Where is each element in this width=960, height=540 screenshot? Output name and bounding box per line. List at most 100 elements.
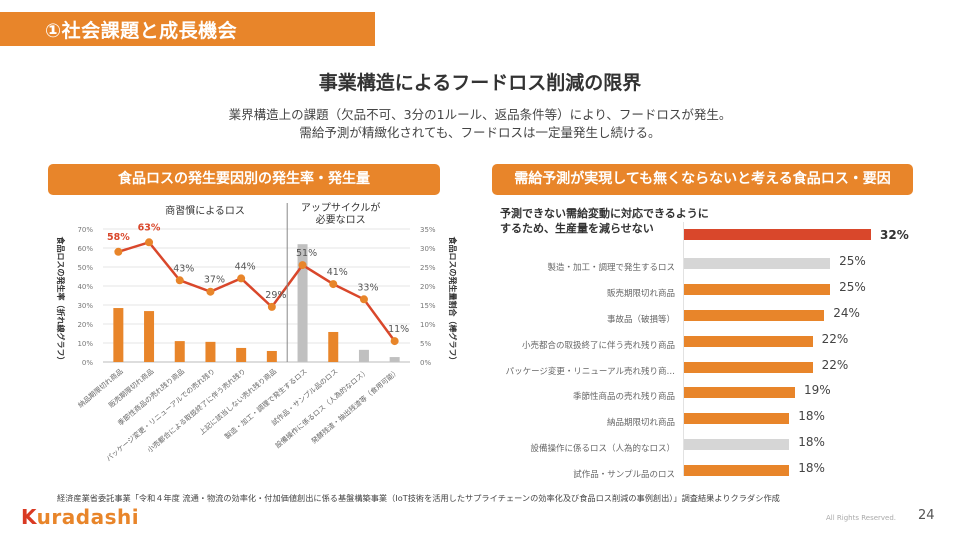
hbar-label-10: 試作品・サンプル品のロス [573,470,675,481]
y-tick-right: 5% [420,340,431,348]
section-title: ①社会課題と成長機会 [45,20,238,42]
source-footnote: 経済産業省委託事業「令和４年度 流通・物流の効率化・付加価値創出に係る基盤構築事… [57,493,780,503]
bar-7 [297,244,308,362]
hbar-top-item-label-line: 予測できない需給変動に対応できるように [500,207,709,220]
line-point-9 [359,295,368,304]
line-point-5 [237,274,246,283]
subtitle-line-2: 需給予測が精緻化されても、フードロスは一定量発生し続ける。 [299,125,661,140]
section-banner: ①社会課題と成長機会 [0,12,375,46]
line-label-2: 63% [138,222,161,233]
y-tick-left: 40% [77,283,93,291]
combo-xlabels: 納品期限切れ商品販売期限切れ商品季節性商品の売れ残り商品パッケージ変更・リニュー… [76,367,401,464]
line-point-2 [145,238,154,247]
hbar-label-8: 納品期限切れ商品 [606,418,675,429]
bar-5 [236,347,247,362]
hbar-label-2: 製造・加工・調理で発生するロス [547,262,675,273]
rights-text: All Rights Reserved. [826,514,897,522]
y-tick-left: 60% [77,245,93,253]
hbar-value-6: 22% [821,357,849,372]
line-point-8 [329,280,338,289]
hbar-bar-4 [684,309,825,321]
hbar-value-7: 19% [804,383,831,398]
group-label-upcycle: アップサイクルが [301,201,381,214]
hbar-top-item-label: 予測できない需給変動に対応できるように するため、生産量を減らせない [500,206,709,236]
hbar-bar-10 [684,465,790,477]
logo-k: K [21,505,37,529]
bar-3 [174,341,185,362]
x-label-4: パッケージ変更・リニューアルでの売れ残り [104,367,217,464]
bar-8 [328,331,339,362]
combo-chart: 58% 63% 43% 37% 44% 29% 51% 41% 33% 11% 0% 10% 20% 3… [56,201,458,464]
y-axis-title-right: 食品ロスの発生量割合（棒グラフ） [448,237,458,365]
hbar-bar-8 [684,413,790,425]
hbar-value-5: 22% [821,331,849,346]
hbar-label-5: 小売都合の取扱終了に伴う売れ残り商品 [521,340,675,351]
line-label-9: 33% [357,282,378,293]
bar-10 [389,357,400,362]
line-point-6 [267,302,276,311]
line-point-1 [114,247,123,256]
hbar-bar-3 [684,283,831,295]
line-point-10 [390,337,399,346]
y-axis-title-left: 食品ロスの発生率（折れ線グラフ） [56,237,66,365]
hbar-bar-6 [684,361,813,373]
bar-1 [113,308,124,362]
hbar-bar-1 [684,229,871,240]
hbar-top-item-label-line: するため、生産量を減らせない [500,222,654,235]
y-tick-right: 35% [420,226,436,234]
hbar-value-9: 18% [798,435,825,450]
hbar-value-1: 32% [880,228,909,242]
y-tick-right: 20% [420,283,436,291]
right-panel-header: 需給予測が実現しても無くならないと考える食品ロス・要因 [492,164,913,195]
hbar-value-8: 18% [798,409,825,424]
bar-9 [358,349,369,362]
logo-rest: uradashi [36,505,140,529]
y-tick-left: 30% [77,302,93,310]
y-tick-right: 0% [420,359,431,367]
hbar-bar-9 [684,439,790,451]
hbar-bar-2 [684,257,831,269]
y-tick-left: 0% [82,359,93,367]
combo-bars [113,244,400,362]
line-label-10: 11% [388,324,409,335]
hbar-axis [683,222,684,476]
bar-2 [144,311,155,362]
y-tick-right: 30% [420,245,436,253]
hbar-value-3: 25% [839,279,866,294]
y-tick-right: 10% [420,321,436,329]
line-label-7: 51% [296,248,317,259]
hbar-label-9: 設備操作に係るロス（人為的なロス） [530,444,675,455]
hbar-label-7: 季節性商品の売れ残り商品 [572,392,675,403]
group-label-trade-practice: 商習慣によるロス [165,204,245,217]
hbar-label-3: 販売期限切れ商品 [606,288,675,299]
hbar-value-10: 18% [798,461,825,476]
y-tick-left: 20% [77,321,93,329]
hbar-bar-5 [684,335,813,347]
kuradashi-logo: Kuradashi [21,505,139,529]
bar-6 [266,350,277,362]
group-label-upcycle: 必要なロス [316,213,366,226]
subtitle-line-1: 業界構造上の課題（欠品不可、3分の1ルール、返品条件等）により、フードロスが発生… [228,107,732,122]
hbar-label-6: パッケージ変更・リニューアル売れ残り商… [505,366,675,377]
y-tick-left: 10% [77,340,93,348]
hbar-label-4: 事故品（破損等） [606,314,675,325]
combo-axes: 0% 10% 20% 30% 40% 50% 60% 70% 0% 5% 10% 15% 20% 25% 3… [56,201,458,367]
line-point-7 [298,261,307,270]
line-label-4: 37% [204,275,225,286]
line-point-3 [175,276,184,285]
hbar-value-4: 24% [833,305,860,320]
left-panel-header: 食品ロスの発生要因別の発生率・発生量 [48,164,440,195]
y-tick-right: 15% [420,302,436,310]
y-tick-left: 70% [77,226,93,234]
line-label-1: 58% [107,232,130,243]
line-label-5: 44% [235,261,256,272]
hbar-bar-7 [684,387,796,399]
line-label-8: 41% [327,267,348,278]
bar-4 [205,341,216,362]
page-number: 24 [918,508,935,523]
rate-line [117,240,396,342]
y-tick-left: 50% [77,264,93,272]
y-tick-right: 25% [420,264,436,272]
hbar-value-2: 25% [839,253,866,268]
page-title: 事業構造によるフードロス削減の限界 [318,72,642,94]
